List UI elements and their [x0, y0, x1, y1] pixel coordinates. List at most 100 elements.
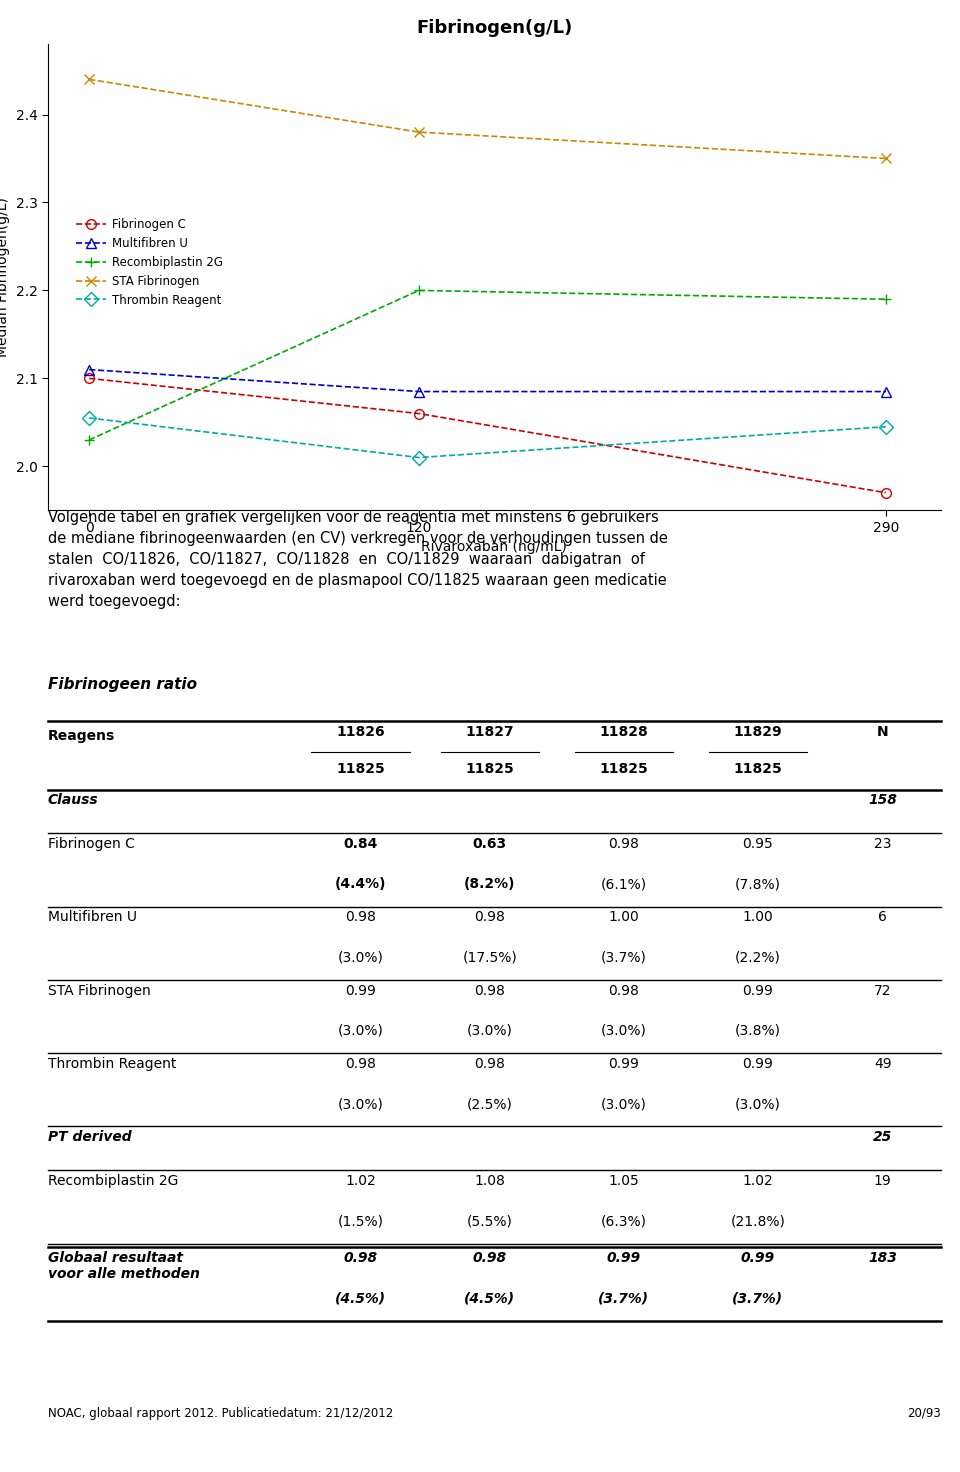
Title: Fibrinogen(g/L): Fibrinogen(g/L)	[417, 19, 572, 37]
Text: (3.7%): (3.7%)	[598, 1291, 649, 1306]
Text: 0.99: 0.99	[345, 983, 376, 998]
Text: (4.4%): (4.4%)	[335, 877, 386, 892]
Text: Fibrinogen C: Fibrinogen C	[48, 838, 134, 851]
Y-axis label: Median Fibrinogen(g/L): Median Fibrinogen(g/L)	[0, 197, 10, 358]
Text: STA Fibrinogen: STA Fibrinogen	[48, 983, 151, 998]
Text: (3.0%): (3.0%)	[601, 1097, 647, 1111]
Text: 0.98: 0.98	[609, 838, 639, 851]
Text: (6.3%): (6.3%)	[601, 1214, 647, 1228]
Text: (3.0%): (3.0%)	[467, 1025, 513, 1038]
Line: Thrombin Reagent: Thrombin Reagent	[84, 414, 891, 462]
Thrombin Reagent	[880, 418, 892, 436]
Text: 1.00: 1.00	[742, 910, 773, 924]
Text: (4.5%): (4.5%)	[465, 1291, 516, 1306]
Fibrinogen C	[413, 405, 424, 422]
Text: (2.5%): (2.5%)	[467, 1097, 513, 1111]
Text: N: N	[876, 726, 889, 739]
Line: Recombiplastin 2G: Recombiplastin 2G	[84, 286, 891, 445]
Text: 0.99: 0.99	[742, 1057, 773, 1070]
Text: 11825: 11825	[599, 761, 648, 776]
Text: 0.84: 0.84	[344, 838, 377, 851]
STA Fibrinogen	[413, 124, 424, 141]
Text: 25: 25	[874, 1130, 893, 1144]
Text: 11826: 11826	[336, 726, 385, 739]
Text: (6.1%): (6.1%)	[601, 877, 647, 892]
Text: (3.7%): (3.7%)	[601, 951, 647, 964]
Text: 0.63: 0.63	[473, 838, 507, 851]
Text: 49: 49	[874, 1057, 892, 1070]
Text: 0.98: 0.98	[474, 983, 505, 998]
Text: 1.05: 1.05	[609, 1175, 639, 1188]
Text: 0.98: 0.98	[474, 910, 505, 924]
Text: 0.95: 0.95	[742, 838, 773, 851]
Text: 0.98: 0.98	[344, 1251, 377, 1264]
Text: (4.5%): (4.5%)	[335, 1291, 386, 1306]
Text: 1.08: 1.08	[474, 1175, 505, 1188]
Text: (3.0%): (3.0%)	[734, 1097, 780, 1111]
Text: Thrombin Reagent: Thrombin Reagent	[48, 1057, 177, 1070]
STA Fibrinogen	[84, 71, 95, 88]
Fibrinogen C	[880, 484, 892, 502]
Text: 158: 158	[869, 793, 898, 807]
Text: (1.5%): (1.5%)	[338, 1214, 383, 1228]
Text: 23: 23	[874, 838, 892, 851]
Text: 6: 6	[878, 910, 887, 924]
Fibrinogen C	[84, 369, 95, 387]
Multifibren U	[880, 383, 892, 400]
Text: (5.5%): (5.5%)	[467, 1214, 513, 1228]
Legend: Fibrinogen C, Multifibren U, Recombiplastin 2G, STA Fibrinogen, Thrombin Reagent: Fibrinogen C, Multifibren U, Recombiplas…	[72, 213, 228, 311]
Text: Globaal resultaat
voor alle methoden: Globaal resultaat voor alle methoden	[48, 1251, 200, 1281]
Text: 0.98: 0.98	[474, 1057, 505, 1070]
Text: (3.0%): (3.0%)	[601, 1025, 647, 1038]
Text: Volgende tabel en grafiek vergelijken voor de reagentia met minstens 6 gebruiker: Volgende tabel en grafiek vergelijken vo…	[48, 511, 668, 609]
Text: (21.8%): (21.8%)	[731, 1214, 785, 1228]
Multifibren U	[84, 361, 95, 378]
Text: 1.00: 1.00	[609, 910, 639, 924]
Text: Recombiplastin 2G: Recombiplastin 2G	[48, 1175, 179, 1188]
Thrombin Reagent	[84, 409, 95, 427]
Line: STA Fibrinogen: STA Fibrinogen	[84, 75, 891, 163]
Text: (3.0%): (3.0%)	[338, 1025, 383, 1038]
Recombiplastin 2G	[84, 431, 95, 449]
Text: 11825: 11825	[336, 761, 385, 776]
Text: (17.5%): (17.5%)	[463, 951, 517, 964]
Text: PT derived: PT derived	[48, 1130, 132, 1144]
Text: NOAC, globaal rapport 2012. Publicatiedatum: 21/12/2012: NOAC, globaal rapport 2012. Publicatieda…	[48, 1407, 394, 1419]
Text: 0.99: 0.99	[742, 983, 773, 998]
Text: (3.0%): (3.0%)	[338, 951, 383, 964]
Text: (8.2%): (8.2%)	[465, 877, 516, 892]
Text: (3.8%): (3.8%)	[734, 1025, 780, 1038]
Text: Reagens: Reagens	[48, 729, 115, 743]
Text: 11828: 11828	[599, 726, 648, 739]
Text: 19: 19	[874, 1175, 892, 1188]
Text: 11829: 11829	[733, 726, 782, 739]
Multifibren U	[413, 383, 424, 400]
Text: (2.2%): (2.2%)	[734, 951, 780, 964]
Text: 0.99: 0.99	[741, 1251, 775, 1264]
Text: 0.98: 0.98	[473, 1251, 507, 1264]
Text: 0.99: 0.99	[607, 1251, 641, 1264]
Text: 0.98: 0.98	[609, 983, 639, 998]
Text: (7.8%): (7.8%)	[734, 877, 780, 892]
Text: 183: 183	[869, 1251, 898, 1264]
Text: 11827: 11827	[466, 726, 515, 739]
Text: 1.02: 1.02	[742, 1175, 773, 1188]
Text: 72: 72	[874, 983, 892, 998]
Text: 1.02: 1.02	[345, 1175, 376, 1188]
Recombiplastin 2G	[880, 290, 892, 308]
Line: Multifibren U: Multifibren U	[84, 365, 891, 396]
Text: 0.98: 0.98	[345, 1057, 376, 1070]
Text: 0.98: 0.98	[345, 910, 376, 924]
X-axis label: Rivaroxaban (ng/mL): Rivaroxaban (ng/mL)	[421, 540, 567, 555]
Text: Multifibren U: Multifibren U	[48, 910, 137, 924]
Text: Fibrinogeen ratio: Fibrinogeen ratio	[48, 677, 197, 692]
Text: (3.0%): (3.0%)	[338, 1097, 383, 1111]
Text: (3.7%): (3.7%)	[732, 1291, 783, 1306]
STA Fibrinogen	[880, 150, 892, 168]
Thrombin Reagent	[413, 449, 424, 467]
Line: Fibrinogen C: Fibrinogen C	[84, 374, 891, 498]
Text: 11825: 11825	[466, 761, 515, 776]
Text: 20/93: 20/93	[907, 1407, 941, 1419]
Text: 0.99: 0.99	[609, 1057, 639, 1070]
Text: Clauss: Clauss	[48, 793, 99, 807]
